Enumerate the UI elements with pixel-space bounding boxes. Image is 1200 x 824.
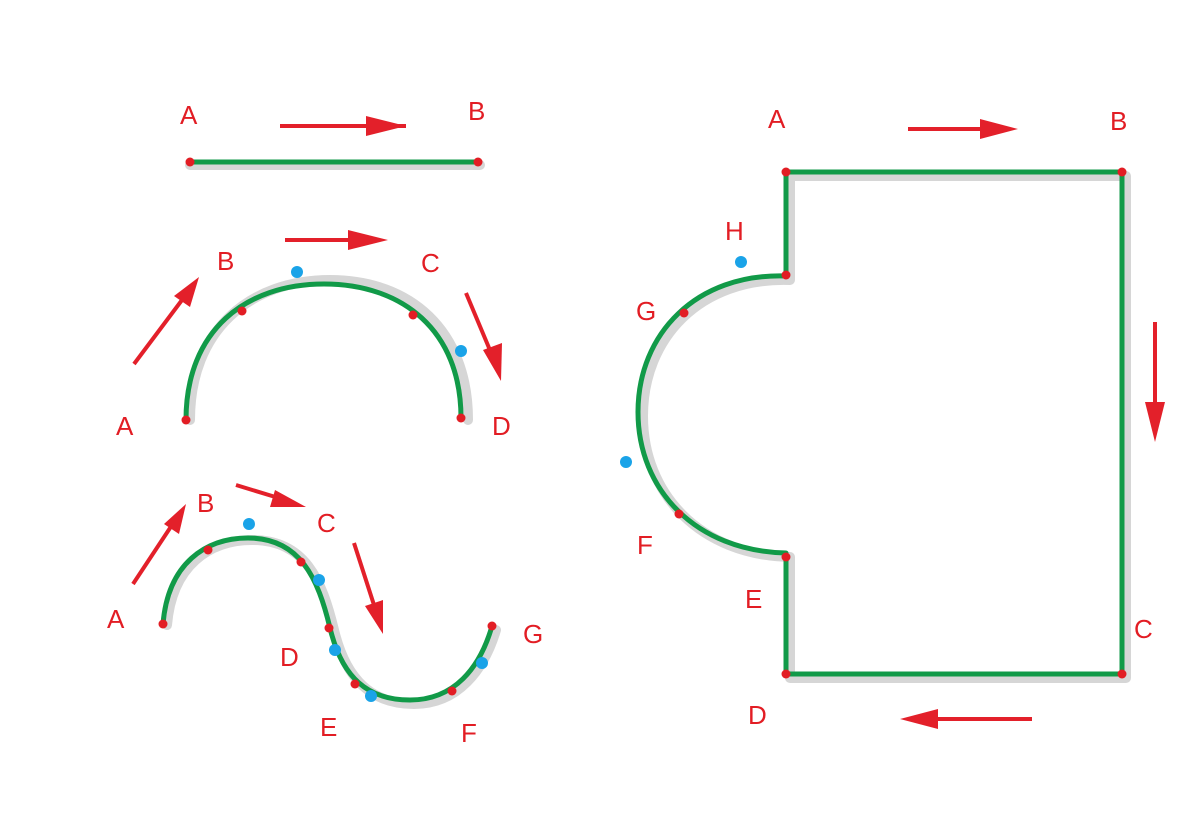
anchor-point bbox=[350, 679, 360, 689]
arrow-head bbox=[174, 277, 199, 307]
shape-path bbox=[635, 169, 1125, 677]
anchor-point bbox=[408, 310, 418, 320]
point-label: D bbox=[280, 642, 299, 672]
point-label: A bbox=[116, 411, 134, 441]
anchor-point bbox=[781, 669, 791, 679]
control-point bbox=[735, 256, 747, 268]
point-label: F bbox=[637, 530, 653, 560]
anchor-point bbox=[181, 415, 191, 425]
anchor-point bbox=[456, 413, 466, 423]
anchor-point bbox=[1117, 669, 1127, 679]
point-label: D bbox=[748, 700, 767, 730]
figure-line: A B bbox=[180, 96, 485, 170]
anchor-point bbox=[674, 509, 684, 519]
arrow-head bbox=[366, 116, 406, 136]
point-label: A bbox=[180, 100, 198, 130]
arrow-head bbox=[348, 230, 388, 250]
anchor-point bbox=[679, 308, 689, 318]
point-label: A bbox=[768, 104, 786, 134]
direction-arrow bbox=[464, 292, 494, 356]
control-point bbox=[455, 345, 467, 357]
control-point bbox=[313, 574, 325, 586]
control-point bbox=[365, 690, 377, 702]
arrow-head bbox=[365, 600, 383, 634]
arrow-head bbox=[1145, 402, 1165, 442]
anchor-point bbox=[781, 270, 791, 280]
point-label: E bbox=[745, 584, 762, 614]
control-point bbox=[329, 644, 341, 656]
point-label: C bbox=[317, 508, 336, 538]
anchor-point bbox=[324, 623, 334, 633]
point-label: B bbox=[217, 246, 234, 276]
point-label: A bbox=[107, 604, 125, 634]
shape-shadow bbox=[638, 171, 1131, 683]
anchor-point bbox=[781, 552, 791, 562]
anchor-point bbox=[296, 557, 306, 567]
point-label: B bbox=[197, 488, 214, 518]
s-curve-path bbox=[160, 535, 495, 703]
figure-s-curve: A B C D E F G bbox=[107, 483, 543, 748]
point-label: C bbox=[1134, 614, 1153, 644]
direction-arrow bbox=[131, 520, 176, 586]
arrow-head bbox=[270, 490, 306, 507]
anchor-point bbox=[447, 686, 457, 696]
point-label: C bbox=[421, 248, 440, 278]
direction-arrow bbox=[352, 542, 376, 606]
point-label: G bbox=[636, 296, 656, 326]
anchor-point bbox=[158, 619, 168, 629]
anchor-point bbox=[1117, 167, 1127, 177]
arrow-head bbox=[164, 504, 186, 534]
figure-shape: A B C D E F G H bbox=[620, 104, 1165, 730]
anchor-point bbox=[203, 545, 213, 555]
control-point bbox=[243, 518, 255, 530]
point-label: D bbox=[492, 411, 511, 441]
s-curve-shadow bbox=[162, 534, 501, 710]
anchor-point bbox=[237, 306, 247, 316]
anchor-point bbox=[473, 157, 483, 167]
arrow-head bbox=[900, 709, 938, 729]
arc-shadow bbox=[185, 274, 473, 425]
arc-path bbox=[183, 281, 464, 421]
anchor-point bbox=[185, 157, 195, 167]
control-point bbox=[620, 456, 632, 468]
control-point bbox=[476, 657, 488, 669]
point-label: E bbox=[320, 712, 337, 742]
point-label: G bbox=[523, 619, 543, 649]
point-label: B bbox=[468, 96, 485, 126]
anchor-point bbox=[781, 167, 791, 177]
control-point bbox=[291, 266, 303, 278]
anchor-point bbox=[487, 621, 497, 631]
point-label: H bbox=[725, 216, 744, 246]
point-label: B bbox=[1110, 106, 1127, 136]
arrow-head bbox=[980, 119, 1018, 139]
direction-arrow bbox=[132, 290, 190, 366]
figure-arc: A B C D bbox=[116, 230, 511, 441]
point-label: F bbox=[461, 718, 477, 748]
arrow-head bbox=[483, 343, 502, 381]
